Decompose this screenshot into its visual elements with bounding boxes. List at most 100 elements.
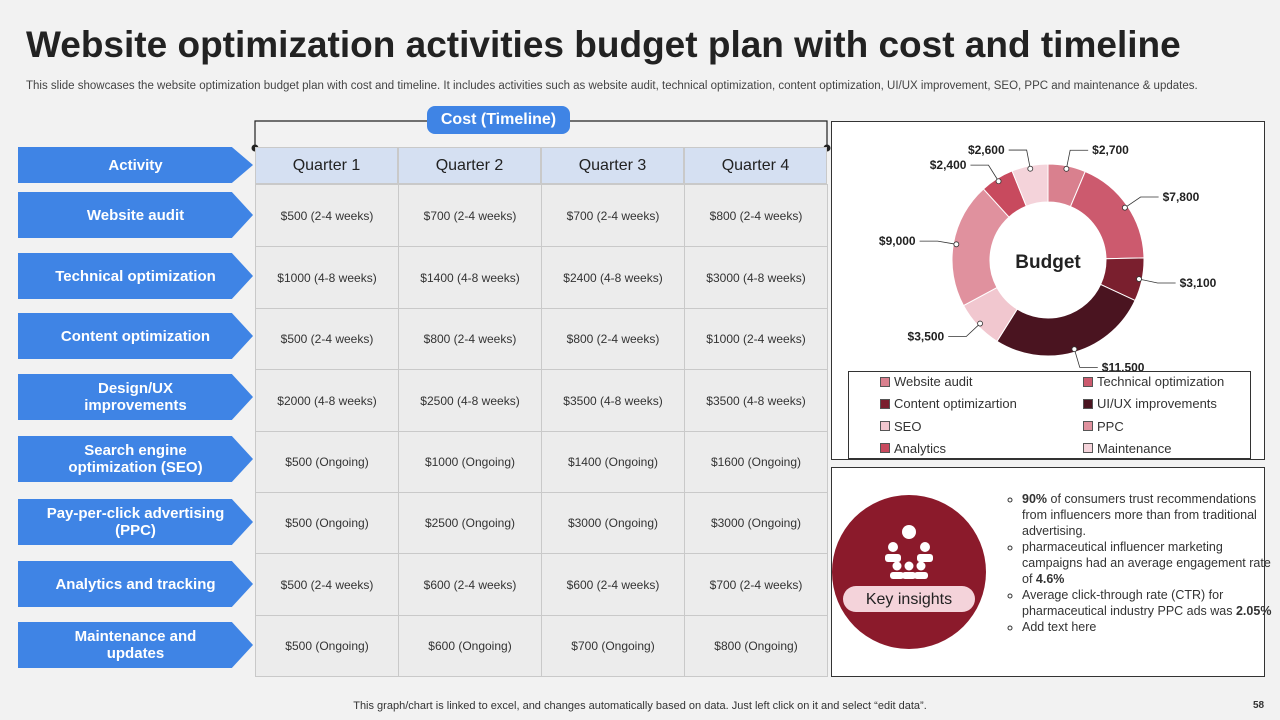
table-cell: $2000 (4-8 weeks) [255, 369, 399, 432]
data-label: $7,800 [1163, 190, 1200, 204]
data-label: $2,600 [968, 143, 1005, 157]
table-cell: $500 (2-4 weeks) [255, 308, 399, 370]
insights-icon: Key insights [832, 495, 986, 649]
legend-entry: PPC [1083, 419, 1124, 434]
page-number: 58 [1253, 700, 1265, 711]
table-cell: $3000 (Ongoing) [541, 492, 685, 554]
legend-label: Analytics [894, 440, 947, 456]
table-cell: $3000 (4-8 weeks) [684, 246, 828, 309]
legend-entry: UI/UX improvements [1083, 396, 1217, 411]
legend-label: PPC [1097, 418, 1124, 434]
legend-swatch [1083, 421, 1093, 432]
table-cell: $700 (2-4 weeks) [541, 184, 685, 247]
leader-dot [1136, 276, 1142, 282]
activity-label: Search engine optimization (SEO) [68, 442, 203, 476]
leader-dot [1121, 204, 1128, 211]
table-cell: $1600 (Ongoing) [684, 431, 828, 493]
donut-segment [996, 283, 1136, 357]
table-cell: $500 (2-4 weeks) [255, 553, 399, 616]
leader-line [1066, 149, 1089, 169]
table-cell: $800 (2-4 weeks) [684, 184, 828, 247]
leader-dot [1027, 165, 1034, 172]
table-cell: $800 (2-4 weeks) [398, 308, 542, 370]
legend-swatch [880, 376, 890, 387]
legend-label: Maintenance [1097, 440, 1172, 456]
activity-label: Design/UX improvements [84, 380, 187, 414]
donut-chart: Budget $2,700 $7,800 $3,100 $11,500 $3,500 $9… [879, 143, 1217, 371]
legend-entry: SEO [880, 419, 921, 434]
column-header: Quarter 2 [398, 147, 541, 184]
insights-list: 90% of consumers trust recommendations f… [1002, 491, 1272, 635]
table-cell: $600 (Ongoing) [398, 615, 542, 677]
legend-swatch [1083, 398, 1093, 409]
data-label: $11,500 [1102, 360, 1145, 371]
insight: Average click-through rate (CTR) for pha… [1022, 587, 1272, 619]
table-cell: $1400 (Ongoing) [541, 431, 685, 493]
donut-segment [1069, 170, 1145, 260]
insight: 90% of consumers trust recommendations f… [1022, 491, 1272, 539]
footer-note: This graph/chart is linked to excel, and… [353, 700, 927, 712]
table-cell: $3500 (4-8 weeks) [541, 369, 685, 432]
data-label: $9,000 [879, 234, 916, 248]
leader-line [1138, 278, 1176, 284]
activity-chevron: Website audit [18, 192, 253, 238]
table-cell: $2500 (4-8 weeks) [398, 369, 542, 432]
insight-text: of consumers trust recommendations from … [1022, 492, 1257, 538]
legend-entry: Website audit [880, 374, 973, 389]
legend-entry: Content optimizartion [880, 396, 1017, 411]
column-header: Quarter 4 [684, 147, 827, 184]
legend-label: SEO [894, 418, 922, 434]
column-header: Quarter 1 [255, 147, 398, 184]
legend-swatch [880, 421, 890, 432]
legend-entry: Maintenance [1083, 441, 1171, 456]
activity-chevron: Pay-per-click advertising (PPC) [18, 499, 253, 545]
legend-label: UI/UX improvements [1097, 396, 1217, 412]
insights-pill [843, 586, 975, 612]
table-cell: $600 (2-4 weeks) [398, 553, 542, 616]
activity-chevron: Design/UX improvements [18, 374, 253, 420]
donut-segment [1011, 163, 1049, 207]
activity-chevron: Technical optimization [18, 253, 253, 299]
data-label: $2,700 [1092, 143, 1129, 157]
table-cell: $800 (2-4 weeks) [541, 308, 685, 370]
activity-label: Content optimization [60, 327, 211, 345]
table-cell: $2400 (4-8 weeks) [541, 246, 685, 309]
slide-subtitle: This slide showcases the website optimiz… [26, 80, 1198, 92]
leader-line [948, 323, 981, 337]
table-cell: $1000 (2-4 weeks) [684, 308, 828, 370]
people-icon [885, 525, 933, 579]
table-cell: $500 (Ongoing) [255, 431, 399, 493]
table-cell: $700 (2-4 weeks) [684, 553, 828, 616]
leader-line [1124, 196, 1159, 209]
activity-chevron: Analytics and tracking [18, 561, 253, 607]
leader-line [970, 164, 999, 182]
table-cell: $1400 (4-8 weeks) [398, 246, 542, 309]
table-cell: $800 (Ongoing) [684, 615, 828, 677]
legend: Website audit Technical optimization Conte… [848, 371, 1251, 459]
table-cell: $500 (Ongoing) [255, 615, 399, 677]
leader-dot [995, 178, 1002, 185]
activity-chevron: Content optimization [18, 313, 253, 359]
legend-swatch [1083, 443, 1093, 454]
insight: Add text here [1022, 619, 1272, 635]
insights-label: Key insights [866, 591, 952, 608]
legend-swatch [880, 443, 890, 454]
legend-entry: Technical optimization [1083, 374, 1224, 389]
center-label: Budget [1015, 252, 1081, 273]
table-cell: $500 (Ongoing) [255, 492, 399, 554]
legend-entry: Analytics [880, 441, 946, 456]
insight-text: Add text here [1022, 620, 1097, 634]
leader-line [1008, 149, 1031, 169]
legend-swatch [880, 398, 890, 409]
activity-chevron: Activity [18, 147, 253, 183]
insight-stat: 4.6% [1035, 572, 1065, 586]
leader-dot [1063, 165, 1070, 172]
activity-label: Analytics and tracking [55, 575, 216, 593]
slide-title: Website optimization activities budget p… [26, 24, 1181, 65]
group-header: Cost (Timeline) [427, 106, 570, 134]
legend-label: Technical optimization [1097, 374, 1225, 389]
legend-swatch [1083, 376, 1093, 387]
insight-text: Average click-through rate (CTR) for pha… [1022, 588, 1236, 618]
leader-dot [1071, 346, 1078, 353]
